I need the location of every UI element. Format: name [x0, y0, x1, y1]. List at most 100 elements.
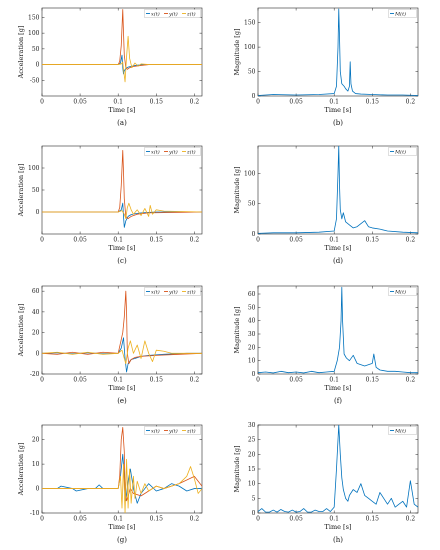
y-axis-label: Magnitude [g] [233, 166, 241, 213]
panel-caption: (b) [333, 119, 343, 127]
series-line-zt [42, 35, 202, 83]
series-group [258, 8, 418, 96]
x-tick-label: 0.05 [73, 377, 87, 384]
legend-label: M(t) [394, 427, 406, 434]
y-tick-label: 20 [32, 437, 40, 444]
x-tick-label: 0.2 [406, 99, 416, 106]
legend-label: z(t) [186, 10, 196, 17]
y-tick-label: 10 [32, 461, 40, 468]
series-line-zt [42, 458, 202, 513]
panel-caption: (d) [333, 257, 343, 265]
y-tick-label: 0 [252, 231, 256, 238]
y-tick-label: 100 [244, 170, 256, 177]
x-tick-label: 0.1 [329, 377, 339, 384]
x-tick-label: 0.1 [113, 237, 123, 244]
x-tick-label: 0.1 [329, 237, 339, 244]
x-axis-label: Time [s] [325, 523, 352, 531]
series-line-Mt [258, 8, 418, 96]
x-tick-label: 0.15 [366, 377, 380, 384]
x-axis-label: Time [s] [325, 244, 352, 252]
series-line-zt [42, 202, 202, 220]
y-tick-label: 0 [252, 93, 256, 100]
x-tick-label: 0.1 [329, 99, 339, 106]
series-line-yt [42, 290, 202, 365]
panel-caption: (h) [333, 536, 343, 544]
x-tick-label: 0.05 [73, 237, 87, 244]
x-tick-label: 0.15 [150, 237, 164, 244]
plot-area [41, 285, 203, 375]
y-tick-label: 30 [248, 422, 256, 429]
series-line-Mt [258, 286, 418, 374]
x-tick-label: 0 [256, 99, 260, 106]
series-group [42, 9, 202, 83]
series-group [42, 290, 202, 373]
legend-label: z(t) [186, 427, 196, 434]
x-tick-label: 0.05 [73, 99, 87, 106]
y-tick-label: 40 [32, 309, 40, 316]
chart-panel-0: 0 0.05 0.1 0.15 0.2 -50 0 50 100 150 Time [s] Accel… [17, 7, 203, 127]
x-axis-label: Time [s] [325, 106, 352, 114]
x-tick-label: 0.2 [190, 516, 200, 523]
chart-panel-2: 0 0.05 0.1 0.15 0.2 0 50 100 Time [s] Acceleratio… [17, 145, 203, 265]
y-tick-label: 50 [248, 201, 256, 208]
legend-box [144, 147, 201, 156]
y-tick-label: 150 [244, 20, 256, 27]
x-tick-label: 0.05 [73, 516, 87, 523]
x-tick-label: 0.15 [150, 516, 164, 523]
x-tick-label: 0.15 [150, 377, 164, 384]
y-tick-label: 10 [248, 481, 256, 488]
x-tick-label: 0.2 [190, 377, 200, 384]
legend-label: M(t) [394, 10, 406, 17]
x-tick-label: 0.2 [406, 377, 416, 384]
y-tick-label: 50 [248, 304, 256, 311]
x-tick-label: 0 [256, 377, 260, 384]
legend-label: x(t) [151, 148, 160, 155]
x-tick-label: 0.2 [190, 99, 200, 106]
legend-label: y(t) [168, 10, 178, 17]
y-tick-label: 0 [36, 350, 40, 357]
x-tick-label: 0.05 [289, 516, 303, 523]
x-tick-label: 0.05 [289, 99, 303, 106]
legend-label: M(t) [394, 288, 406, 295]
y-tick-label: 100 [28, 30, 40, 37]
y-tick-label: 0 [36, 62, 40, 69]
legend-label: x(t) [151, 427, 160, 434]
y-tick-label: 0 [252, 371, 256, 378]
legend-label: y(t) [168, 148, 178, 155]
x-tick-label: 0 [40, 99, 44, 106]
y-tick-label: -20 [30, 371, 40, 378]
x-tick-label: 0.2 [406, 237, 416, 244]
legend-box [144, 426, 201, 435]
y-tick-label: 50 [248, 69, 256, 76]
x-axis-label: Time [s] [109, 244, 136, 252]
x-tick-label: 0 [40, 377, 44, 384]
y-axis-label: Magnitude [g] [233, 306, 241, 353]
y-tick-label: 10 [248, 358, 256, 365]
x-tick-label: 0.1 [113, 377, 123, 384]
legend-label: z(t) [186, 148, 196, 155]
legend-label: x(t) [151, 288, 160, 295]
y-axis-label: Acceleration [g] [17, 26, 25, 80]
legend-box [388, 287, 417, 296]
legend-label: z(t) [186, 288, 196, 295]
x-axis-label: Time [s] [109, 106, 136, 114]
legend-box [388, 147, 417, 156]
y-axis-label: Acceleration [g] [17, 164, 25, 218]
series-group [258, 146, 418, 234]
series-group [42, 427, 202, 513]
legend-label: x(t) [151, 10, 160, 17]
y-tick-label: 20 [248, 451, 256, 458]
series-line-xt [42, 202, 202, 228]
chart-panel-7: 0 0.05 0.1 0.15 0.2 0 5 10 15 20 25 30 Time [s] Magni… [233, 422, 419, 544]
x-tick-label: 0.1 [329, 516, 339, 523]
panel-caption: (g) [117, 536, 127, 544]
y-tick-label: 60 [248, 291, 256, 298]
legend-box [144, 287, 201, 296]
legend-label: y(t) [168, 427, 178, 434]
x-tick-label: 0.15 [150, 99, 164, 106]
y-tick-label: 30 [248, 331, 256, 338]
x-tick-label: 0 [256, 516, 260, 523]
series-line-Mt [258, 146, 418, 234]
